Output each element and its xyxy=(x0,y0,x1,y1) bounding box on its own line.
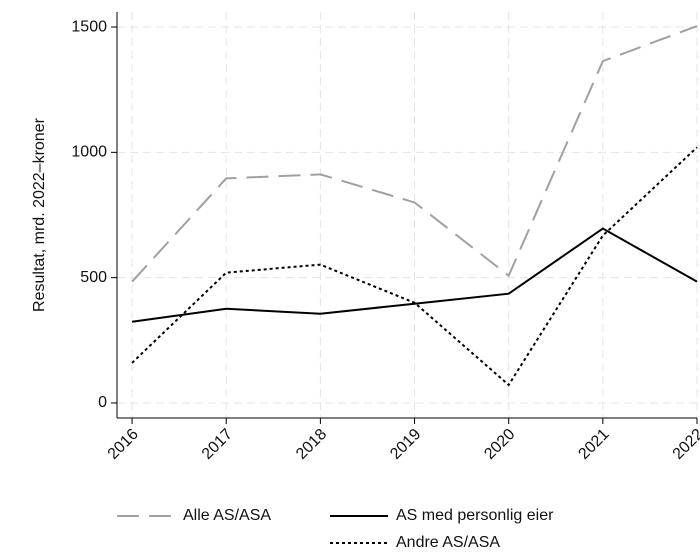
y-axis-label: Resultat, mrd. 2022–kroner xyxy=(31,117,48,312)
legend-label: Alle AS/ASA xyxy=(183,507,271,524)
legend-label: Andre AS/ASA xyxy=(396,534,500,551)
x-tick-label: 2016 xyxy=(105,426,142,463)
line xyxy=(131,146,698,387)
line xyxy=(131,227,698,323)
y-tick-label: 0 xyxy=(98,394,107,411)
y-tick-label: 1500 xyxy=(71,18,107,35)
x-tick-label: 2020 xyxy=(481,426,518,463)
legend-label: AS med personlig eier xyxy=(396,507,554,524)
x-tick-label: 2021 xyxy=(575,426,612,463)
y-tick-label: 500 xyxy=(80,269,107,286)
x-tick-label: 2019 xyxy=(387,426,424,463)
x-tick-label: 2022 xyxy=(670,426,700,463)
x-tick-label: 2017 xyxy=(199,426,236,463)
line xyxy=(131,25,698,283)
x-tick-label: 2018 xyxy=(293,426,330,463)
y-tick-label: 1000 xyxy=(71,144,107,161)
